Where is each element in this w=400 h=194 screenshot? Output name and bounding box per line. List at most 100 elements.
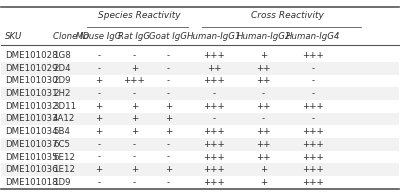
Text: -: - [312, 89, 315, 98]
Text: +: + [164, 165, 172, 174]
Text: ++: ++ [207, 64, 221, 73]
Text: 2H2: 2H2 [53, 89, 70, 98]
FancyBboxPatch shape [1, 113, 399, 125]
Text: -: - [133, 178, 136, 187]
Text: +++: +++ [203, 127, 225, 136]
Text: -: - [262, 114, 265, 124]
Text: +++: +++ [302, 178, 324, 187]
Text: Species Reactivity: Species Reactivity [98, 11, 181, 20]
FancyBboxPatch shape [1, 87, 399, 100]
Text: -: - [312, 114, 315, 124]
Text: +++: +++ [203, 152, 225, 162]
Text: +++: +++ [203, 76, 225, 85]
Text: +: + [164, 102, 172, 111]
Text: -: - [97, 51, 100, 60]
Text: -: - [167, 178, 170, 187]
FancyBboxPatch shape [1, 163, 399, 176]
Text: +: + [131, 64, 138, 73]
FancyBboxPatch shape [1, 138, 399, 151]
Text: DME101028: DME101028 [5, 51, 58, 60]
Text: DME101037: DME101037 [5, 140, 58, 149]
Text: -: - [167, 76, 170, 85]
Text: 2D4: 2D4 [53, 64, 71, 73]
Text: +++: +++ [203, 140, 225, 149]
Text: +: + [260, 178, 267, 187]
Text: +++: +++ [302, 102, 324, 111]
FancyBboxPatch shape [1, 62, 399, 74]
Text: ++: ++ [256, 127, 271, 136]
Text: 2D9: 2D9 [53, 76, 70, 85]
Text: +: + [131, 102, 138, 111]
Text: -: - [133, 140, 136, 149]
Text: 3D11: 3D11 [53, 102, 76, 111]
Text: +: + [95, 102, 102, 111]
Text: +++: +++ [302, 140, 324, 149]
Text: +++: +++ [302, 152, 324, 162]
Text: -: - [133, 89, 136, 98]
Text: -: - [133, 152, 136, 162]
Text: +: + [260, 51, 267, 60]
Text: -: - [262, 89, 265, 98]
Text: 6C5: 6C5 [53, 140, 70, 149]
Text: Cross Reactivity: Cross Reactivity [251, 11, 324, 20]
Text: -: - [212, 89, 216, 98]
Text: -: - [312, 76, 315, 85]
Text: ++: ++ [256, 76, 271, 85]
Text: Human-IgG1: Human-IgG1 [187, 32, 241, 41]
Text: ++: ++ [256, 152, 271, 162]
Text: DME101035: DME101035 [5, 152, 58, 162]
Text: -: - [133, 51, 136, 60]
Text: DME101029: DME101029 [5, 64, 58, 73]
Text: SKU: SKU [5, 32, 23, 41]
Text: ++: ++ [256, 102, 271, 111]
Text: -: - [312, 64, 315, 73]
Text: 1E12: 1E12 [53, 165, 75, 174]
Text: 1G8: 1G8 [53, 51, 71, 60]
Text: +++: +++ [124, 76, 145, 85]
Text: -: - [97, 152, 100, 162]
Text: DME101036: DME101036 [5, 165, 58, 174]
Text: DME101033: DME101033 [5, 114, 58, 124]
Text: 1D9: 1D9 [53, 178, 70, 187]
Text: DME101034: DME101034 [5, 127, 58, 136]
Text: -: - [167, 64, 170, 73]
Text: -: - [167, 152, 170, 162]
Text: DME101030: DME101030 [5, 76, 58, 85]
Text: 6E12: 6E12 [53, 152, 75, 162]
Text: Mouse IgG: Mouse IgG [76, 32, 121, 41]
Text: +++: +++ [203, 51, 225, 60]
Text: +: + [131, 127, 138, 136]
Text: +++: +++ [203, 165, 225, 174]
Text: +: + [131, 165, 138, 174]
Text: +: + [95, 76, 102, 85]
Text: +: + [131, 114, 138, 124]
Text: -: - [97, 140, 100, 149]
Text: -: - [97, 89, 100, 98]
Text: +: + [260, 165, 267, 174]
Text: -: - [212, 114, 216, 124]
Text: DME101031: DME101031 [5, 89, 58, 98]
Text: ++: ++ [256, 64, 271, 73]
Text: +++: +++ [203, 102, 225, 111]
Text: DME101018: DME101018 [5, 178, 58, 187]
Text: -: - [167, 51, 170, 60]
Text: +++: +++ [302, 165, 324, 174]
Text: +: + [95, 114, 102, 124]
Text: Rat IgG: Rat IgG [118, 32, 150, 41]
Text: 4A12: 4A12 [53, 114, 76, 124]
Text: +++: +++ [203, 178, 225, 187]
Text: +: + [95, 127, 102, 136]
Text: +: + [164, 127, 172, 136]
Text: Goat IgG: Goat IgG [149, 32, 187, 41]
Text: +: + [164, 114, 172, 124]
Text: -: - [167, 140, 170, 149]
Text: -: - [167, 89, 170, 98]
Text: +++: +++ [302, 51, 324, 60]
Text: Clone ID: Clone ID [53, 32, 89, 41]
Text: +: + [95, 165, 102, 174]
Text: +++: +++ [302, 127, 324, 136]
Text: Human-IgG2: Human-IgG2 [236, 32, 291, 41]
Text: Human-IgG4: Human-IgG4 [286, 32, 340, 41]
Text: DME101032: DME101032 [5, 102, 58, 111]
Text: 5B4: 5B4 [53, 127, 70, 136]
